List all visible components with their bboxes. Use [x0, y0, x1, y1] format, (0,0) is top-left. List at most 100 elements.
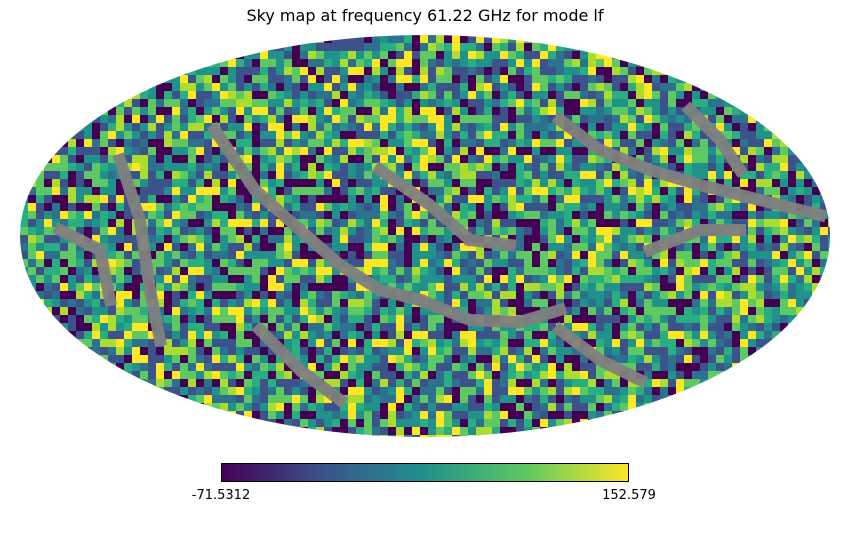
map-pixel [500, 427, 509, 436]
map-pixel [468, 435, 477, 437]
map-pixel [708, 115, 717, 124]
map-pixel [692, 323, 701, 332]
map-pixel [444, 67, 453, 76]
map-pixel [540, 275, 549, 284]
map-pixel [76, 171, 85, 180]
map-pixel [652, 227, 661, 236]
map-pixel [388, 75, 397, 84]
map-pixel [684, 275, 693, 284]
map-pixel [252, 83, 261, 92]
map-pixel [404, 395, 413, 404]
map-pixel [180, 395, 189, 404]
map-pixel [508, 187, 517, 196]
map-pixel [308, 123, 317, 132]
map-pixel [452, 411, 461, 420]
map-pixel [180, 267, 189, 276]
map-pixel [524, 427, 533, 436]
map-pixel [372, 211, 381, 220]
map-pixel [620, 123, 629, 132]
map-pixel [484, 379, 493, 388]
map-pixel [68, 251, 77, 260]
map-pixel [300, 283, 309, 292]
map-pixel [412, 139, 421, 148]
map-pixel [612, 171, 621, 180]
map-pixel [332, 291, 341, 300]
map-pixel [732, 283, 741, 292]
map-pixel [108, 171, 117, 180]
map-pixel [356, 99, 365, 108]
map-pixel [580, 227, 589, 236]
map-pixel [220, 347, 229, 356]
map-pixel [516, 203, 525, 212]
map-pixel [628, 187, 637, 196]
map-pixel [668, 139, 677, 148]
map-pixel [532, 43, 541, 52]
map-pixel [716, 291, 725, 300]
map-pixel [140, 107, 149, 116]
map-pixel [228, 379, 237, 388]
map-pixel [132, 91, 141, 100]
map-pixel [596, 123, 605, 132]
map-pixel [556, 75, 565, 84]
map-pixel [60, 323, 69, 332]
map-pixel [316, 267, 325, 276]
map-pixel [276, 155, 285, 164]
map-pixel [428, 251, 437, 260]
map-pixel [188, 99, 197, 108]
map-pixel [236, 355, 245, 364]
map-pixel [460, 67, 469, 76]
map-pixel [644, 395, 653, 404]
map-pixel [380, 187, 389, 196]
map-pixel [300, 347, 309, 356]
map-pixel [292, 403, 301, 412]
map-pixel [612, 387, 621, 396]
map-pixel [476, 307, 485, 316]
map-pixel [452, 275, 461, 284]
map-pixel [604, 411, 613, 420]
map-pixel [156, 363, 165, 372]
map-pixel [92, 259, 101, 268]
map-pixel [284, 51, 293, 60]
map-pixel [684, 123, 693, 132]
map-pixel [612, 291, 621, 300]
map-pixel [572, 179, 581, 188]
map-pixel [700, 163, 709, 172]
map-pixel [628, 307, 637, 316]
map-pixel [444, 419, 453, 428]
map-pixel [460, 427, 469, 436]
map-pixel [332, 403, 341, 412]
map-pixel [436, 331, 445, 340]
map-pixel [692, 251, 701, 260]
map-pixel [796, 307, 805, 316]
map-pixel [212, 243, 221, 252]
map-pixel [372, 99, 381, 108]
map-pixel [652, 99, 661, 108]
map-pixel [492, 35, 501, 44]
map-pixel [620, 331, 629, 340]
map-pixel [188, 195, 197, 204]
map-pixel [780, 227, 789, 236]
map-pixel [204, 363, 213, 372]
map-pixel [364, 419, 373, 428]
map-pixel [468, 35, 477, 44]
map-pixel [740, 283, 749, 292]
map-pixel [700, 203, 709, 212]
map-pixel [524, 179, 533, 188]
map-pixel [740, 275, 749, 284]
map-pixel [604, 59, 613, 68]
map-pixel [204, 147, 213, 156]
map-pixel [44, 219, 53, 228]
map-pixel [292, 131, 301, 140]
map-pixel [532, 195, 541, 204]
map-pixel [284, 395, 293, 404]
map-pixel [372, 355, 381, 364]
map-pixel [252, 59, 261, 68]
map-pixel [140, 347, 149, 356]
map-pixel [412, 235, 421, 244]
map-pixel [612, 299, 621, 308]
map-pixel [756, 203, 765, 212]
map-pixel [340, 51, 349, 60]
map-pixel [484, 123, 493, 132]
map-pixel [428, 435, 437, 437]
map-pixel [636, 355, 645, 364]
